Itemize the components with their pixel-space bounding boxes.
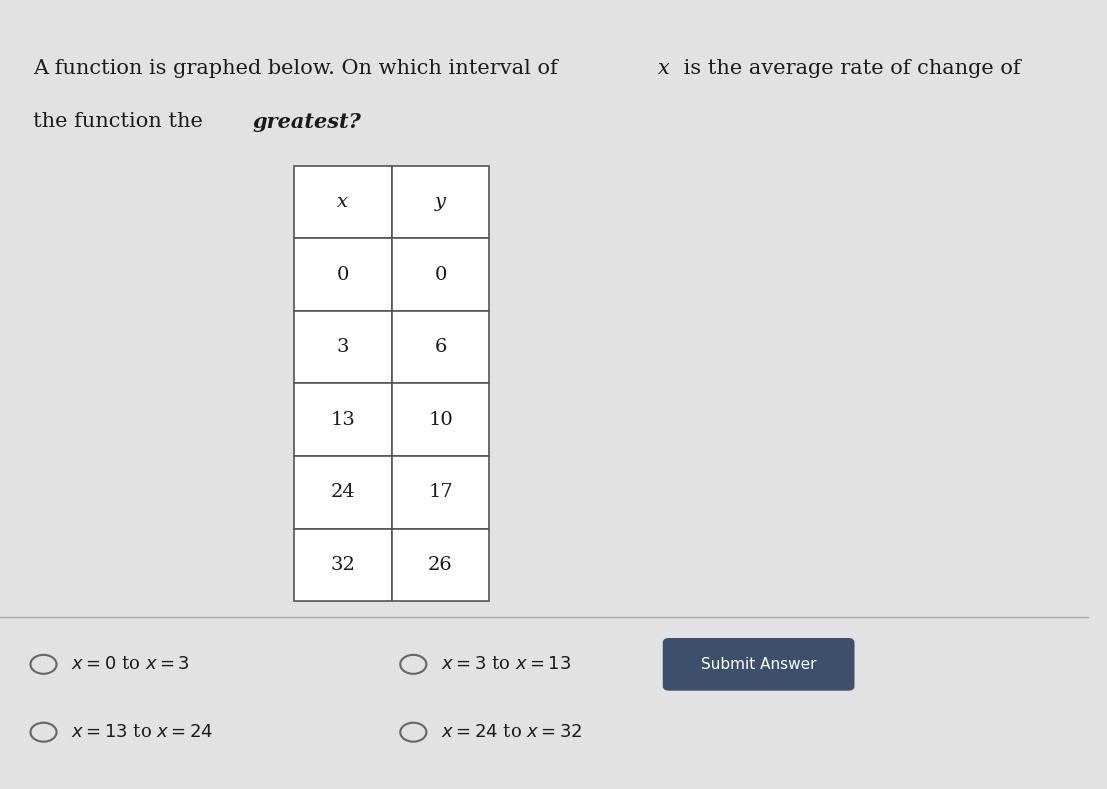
Text: 17: 17	[428, 484, 453, 501]
Text: 13: 13	[330, 411, 355, 428]
Bar	[293, 311, 392, 383]
Text: $x = 13$ to $x = 24$: $x = 13$ to $x = 24$	[71, 724, 213, 741]
Text: x: x	[338, 193, 348, 211]
Bar	[293, 166, 392, 238]
Bar	[293, 456, 392, 529]
Text: 3: 3	[337, 338, 349, 356]
Text: x: x	[658, 59, 670, 78]
Bar	[392, 166, 489, 238]
Text: 0: 0	[434, 266, 447, 283]
Text: 0: 0	[337, 266, 349, 283]
Bar	[293, 383, 392, 456]
Bar	[392, 456, 489, 529]
Bar	[293, 529, 392, 601]
Bar	[392, 383, 489, 456]
Text: y: y	[435, 193, 446, 211]
Text: 6: 6	[434, 338, 447, 356]
Text: is the average rate of change of: is the average rate of change of	[676, 59, 1021, 78]
Bar	[392, 529, 489, 601]
Text: A function is graphed below. On which interval of: A function is graphed below. On which in…	[32, 59, 563, 78]
FancyBboxPatch shape	[663, 639, 853, 690]
Bar	[293, 238, 392, 311]
Text: the function the: the function the	[32, 112, 209, 131]
Text: $x = 0$ to $x = 3$: $x = 0$ to $x = 3$	[71, 656, 189, 673]
Text: greatest?: greatest?	[252, 112, 361, 132]
Text: Submit Answer: Submit Answer	[701, 656, 816, 672]
Text: $x = 3$ to $x = 13$: $x = 3$ to $x = 13$	[441, 656, 571, 673]
Text: 32: 32	[330, 556, 355, 574]
Text: $x = 24$ to $x = 32$: $x = 24$ to $x = 32$	[441, 724, 582, 741]
Bar	[392, 238, 489, 311]
Text: 26: 26	[428, 556, 453, 574]
Text: 24: 24	[330, 484, 355, 501]
Text: 10: 10	[428, 411, 453, 428]
Bar	[392, 311, 489, 383]
